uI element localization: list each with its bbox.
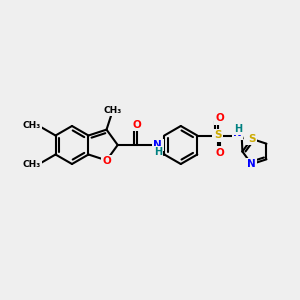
Text: N: N: [247, 159, 256, 169]
Text: CH₃: CH₃: [104, 106, 122, 115]
Text: H: H: [154, 147, 162, 157]
Text: O: O: [102, 156, 111, 167]
Text: N: N: [153, 140, 162, 150]
Text: CH₃: CH₃: [22, 121, 40, 130]
Text: O: O: [132, 120, 141, 130]
Text: O: O: [215, 148, 224, 158]
Text: S: S: [214, 130, 221, 140]
Text: H: H: [234, 124, 242, 134]
Text: N: N: [233, 128, 242, 139]
Text: O: O: [215, 113, 224, 123]
Text: CH₃: CH₃: [22, 160, 40, 169]
Text: S: S: [248, 134, 255, 144]
